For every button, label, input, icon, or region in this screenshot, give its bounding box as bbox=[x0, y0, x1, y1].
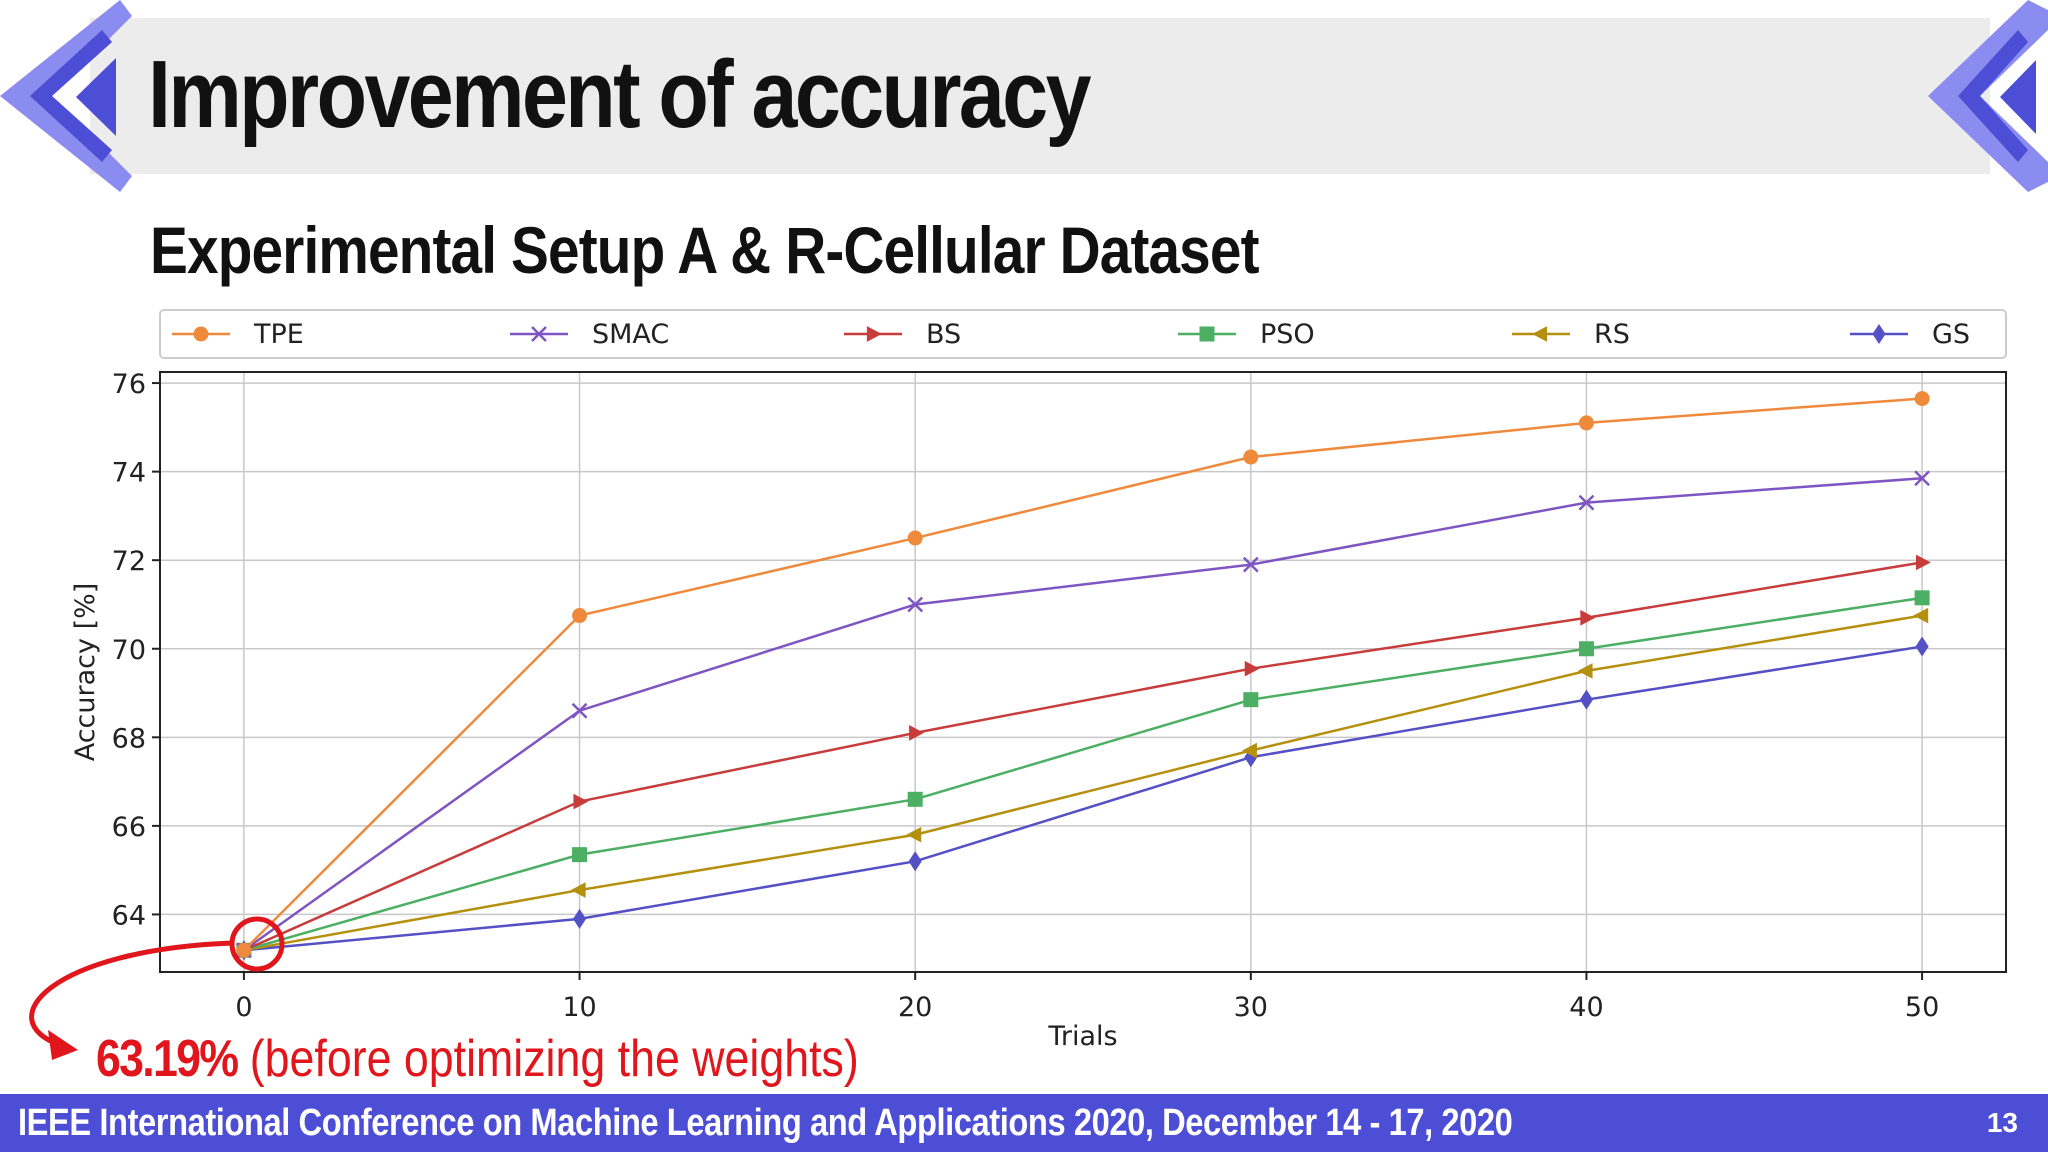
data-point bbox=[1532, 326, 1548, 342]
series-tpe bbox=[236, 391, 1930, 958]
data-point bbox=[908, 851, 922, 872]
data-point bbox=[1872, 323, 1886, 345]
data-point bbox=[1914, 391, 1930, 407]
series-line bbox=[243, 645, 1923, 952]
page-title: Improvement of accuracy bbox=[148, 41, 1092, 148]
data-point bbox=[1243, 449, 1259, 465]
legend-label: TPE bbox=[253, 319, 304, 350]
slide-subtitle: Experimental Setup A & R-Cellular Datase… bbox=[150, 213, 1260, 287]
axis-ticks: 0 10 20 30 40 50 64 66 68 70 72 74 76 bbox=[112, 369, 1940, 1023]
data-point bbox=[1915, 636, 1929, 657]
data-point bbox=[1914, 590, 1930, 606]
chevron-right-deco-icon bbox=[1928, 0, 2048, 192]
data-point bbox=[572, 908, 587, 929]
x-axis-label: Trials bbox=[1047, 1021, 1117, 1052]
series-line bbox=[243, 596, 1923, 952]
data-point bbox=[570, 882, 586, 898]
data-point bbox=[1577, 663, 1593, 679]
data-point bbox=[1244, 660, 1260, 677]
series-line bbox=[243, 614, 1923, 952]
footer-conference-text: IEEE International Conference on Machine… bbox=[18, 1102, 1513, 1144]
y-tick-label: 64 bbox=[112, 900, 146, 931]
data-point bbox=[909, 725, 924, 741]
x-tick-label: 10 bbox=[562, 992, 596, 1023]
x-tick-label: 20 bbox=[898, 992, 932, 1023]
series-smac bbox=[236, 470, 1930, 959]
chart-legend: TPE SMAC BS PSO RS GS bbox=[159, 309, 2007, 359]
series-lines bbox=[235, 391, 1931, 961]
y-tick-label: 68 bbox=[112, 723, 146, 754]
grid-lines bbox=[160, 372, 2006, 972]
x-tick-label: 30 bbox=[1234, 992, 1268, 1023]
callout-arrow bbox=[29, 940, 233, 1048]
y-tick-label: 70 bbox=[112, 635, 146, 666]
title-bar bbox=[90, 18, 1990, 174]
initial-accuracy-note: (before optimizing the weights) bbox=[237, 1030, 859, 1088]
data-point bbox=[531, 326, 547, 342]
data-point bbox=[1580, 609, 1596, 626]
x-tick-label: 50 bbox=[1905, 992, 1939, 1023]
data-point bbox=[907, 596, 924, 613]
series-rs bbox=[235, 607, 1929, 959]
initial-value-callout bbox=[29, 916, 285, 1060]
data-point bbox=[1579, 689, 1594, 710]
data-point bbox=[1243, 692, 1259, 708]
legend-item-tpe: TPE bbox=[172, 319, 304, 350]
legend-label: BS bbox=[926, 319, 961, 350]
data-point bbox=[1578, 641, 1594, 657]
legend-item-gs: GS bbox=[1850, 319, 1970, 350]
data-point bbox=[571, 702, 588, 719]
data-point bbox=[573, 793, 589, 810]
accuracy-line-chart: 0 10 20 30 40 50 64 66 68 70 72 74 76 TPE SMAC BS PSO RS… bbox=[29, 309, 2007, 1060]
y-tick-label: 76 bbox=[112, 369, 146, 400]
legend-item-bs: BS bbox=[844, 319, 961, 350]
series-line bbox=[243, 477, 1923, 952]
data-point bbox=[1199, 326, 1215, 342]
series-line bbox=[243, 561, 1923, 952]
legend-label: RS bbox=[1594, 319, 1630, 350]
data-point bbox=[866, 326, 882, 342]
data-point bbox=[572, 847, 588, 863]
data-point bbox=[907, 530, 923, 546]
chevron-left-icon bbox=[0, 0, 132, 192]
data-point bbox=[1914, 470, 1930, 487]
x-tick-label: 0 bbox=[235, 992, 252, 1023]
legend-item-smac: SMAC bbox=[510, 319, 669, 350]
legend-frame bbox=[159, 309, 2007, 359]
legend-item-pso: PSO bbox=[1178, 319, 1315, 350]
series-gs bbox=[237, 636, 1929, 961]
footer-bar bbox=[0, 1094, 2048, 1152]
initial-accuracy-value: 63.19% bbox=[96, 1030, 239, 1088]
y-tick-label: 66 bbox=[112, 812, 146, 843]
y-tick-label: 74 bbox=[112, 458, 146, 489]
y-axis-label: Accuracy [%] bbox=[70, 583, 101, 762]
data-point bbox=[1913, 607, 1929, 624]
data-point bbox=[193, 326, 209, 342]
data-point bbox=[1242, 742, 1257, 759]
initial-accuracy-annotation: 63.19% (before optimizing the weights) bbox=[96, 1028, 859, 1090]
legend-label: SMAC bbox=[592, 319, 669, 350]
data-point bbox=[1578, 415, 1594, 431]
legend-label: GS bbox=[1932, 319, 1970, 350]
plot-frame bbox=[159, 371, 2007, 973]
data-point bbox=[1578, 494, 1595, 511]
data-point bbox=[1915, 554, 1931, 571]
y-tick-label: 72 bbox=[112, 546, 146, 577]
series-bs bbox=[237, 554, 1931, 959]
data-point bbox=[906, 826, 922, 843]
x-tick-label: 40 bbox=[1569, 992, 1603, 1023]
page-number: 13 bbox=[1986, 1107, 2018, 1138]
legend-item-rs: RS bbox=[1512, 319, 1630, 350]
legend-label: PSO bbox=[1260, 319, 1315, 350]
data-point bbox=[236, 942, 252, 958]
data-point bbox=[572, 608, 588, 624]
data-point bbox=[1242, 556, 1259, 573]
arrowhead-icon bbox=[48, 1030, 78, 1060]
series-line bbox=[243, 397, 1923, 952]
data-point bbox=[907, 791, 923, 807]
